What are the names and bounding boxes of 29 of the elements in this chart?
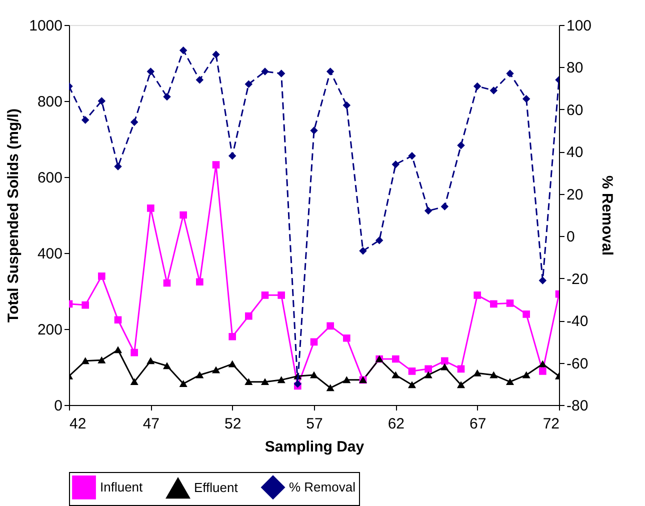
y2-tick-label: -40 [566, 313, 588, 330]
y2-tick-label: 0 [566, 228, 575, 246]
y2-tick-label: -80 [566, 398, 588, 414]
x-axis-title: Sampling Day [264, 438, 365, 456]
y-tick-label: 800 [37, 94, 62, 110]
y2-tick-label: 100 [566, 18, 592, 34]
y-tick-label: 0 [54, 398, 62, 414]
y2-tick-label: 60 [566, 102, 584, 119]
y2-tick-label: 40 [566, 144, 584, 162]
y-tick-label: 600 [37, 170, 62, 186]
x-tick-label: 47 [142, 416, 160, 432]
x-tick-label: 72 [542, 416, 560, 432]
x-tick-label: 42 [70, 416, 86, 432]
y2-tick-label: -20 [566, 270, 588, 288]
x-tick-label: 57 [306, 416, 323, 432]
y2-tick-label: -60 [566, 355, 588, 372]
x-tick-label: 67 [469, 416, 486, 432]
legend-label: Influent [100, 479, 144, 494]
x-tick-label: 52 [224, 416, 242, 432]
y-tick-label: 400 [37, 246, 62, 262]
legend-label: % Removal [289, 479, 356, 494]
legend-label: Effluent [194, 480, 238, 496]
y-axis-title: Total Suspended Solids (mg/l) [5, 108, 22, 322]
y2-tick-label: 20 [566, 186, 584, 204]
y-tick-label: 200 [37, 322, 62, 338]
x-tick-label: 62 [388, 416, 405, 432]
y2-axis-title: % Removal [598, 175, 616, 256]
y2-tick-label: 80 [566, 60, 584, 77]
y-tick-label: 1000 [29, 18, 62, 34]
